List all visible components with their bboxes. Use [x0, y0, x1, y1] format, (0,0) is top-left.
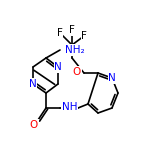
Text: NH: NH: [62, 102, 78, 112]
Text: N: N: [108, 73, 116, 83]
Text: O: O: [73, 67, 81, 77]
Text: N: N: [54, 62, 62, 72]
Text: O: O: [30, 120, 38, 130]
Text: F: F: [57, 28, 63, 38]
Text: NH₂: NH₂: [65, 45, 85, 55]
Text: N: N: [29, 79, 37, 89]
Text: F: F: [81, 31, 87, 41]
Text: F: F: [69, 25, 75, 35]
